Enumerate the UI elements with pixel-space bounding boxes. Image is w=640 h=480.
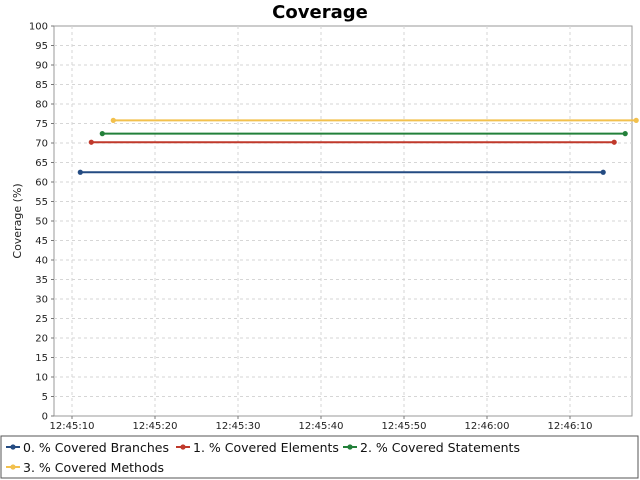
series-point-3 <box>633 117 639 123</box>
legend-items: 0. % Covered Branches 1. % Covered Elemen… <box>6 440 520 475</box>
series-point-1 <box>611 139 617 145</box>
legend-swatch-point-3 <box>10 464 16 470</box>
legend-label-0: 0. % Covered Branches <box>23 440 169 455</box>
y-tick-label: 70 <box>35 139 48 150</box>
series-point-1 <box>88 139 94 145</box>
series-lines <box>77 117 639 175</box>
y-tick-label: 15 <box>35 353 48 364</box>
series-point-2 <box>622 131 628 137</box>
series-point-0 <box>77 169 83 175</box>
series-point-0 <box>600 169 606 175</box>
legend-label-2: 2. % Covered Statements <box>360 440 520 455</box>
y-tick-label: 95 <box>35 41 48 52</box>
y-tick-label: 30 <box>35 295 48 306</box>
legend-label-1: 1. % Covered Elements <box>193 440 339 455</box>
y-tick-label: 10 <box>35 373 48 384</box>
legend-swatch-point-0 <box>10 444 16 450</box>
y-tick-label: 40 <box>35 256 48 267</box>
y-tick-label: 65 <box>35 158 48 169</box>
x-tick-label: 12:46:10 <box>548 421 593 432</box>
y-tick-label: 0 <box>42 412 48 423</box>
x-tick-label: 12:45:30 <box>216 421 261 432</box>
y-tick-label: 80 <box>35 100 48 111</box>
x-tick-label: 12:45:20 <box>133 421 178 432</box>
legend <box>0 435 639 479</box>
y-tick-label: 75 <box>35 119 48 130</box>
x-tick-label: 12:45:10 <box>50 421 95 432</box>
legend-swatch-point-1 <box>180 444 186 450</box>
y-tick-label: 20 <box>35 334 48 345</box>
y-tick-label: 60 <box>35 178 48 189</box>
y-tick-label: 45 <box>35 236 48 247</box>
x-axis: 12:45:10 12:45:20 12:45:30 12:45:40 12:45:50… <box>50 416 593 432</box>
x-tick-label: 12:45:50 <box>382 421 427 432</box>
y-tick-label: 85 <box>35 80 48 91</box>
x-tick-label: 12:45:40 <box>299 421 344 432</box>
x-tick-label: 12:46:00 <box>465 421 510 432</box>
y-tick-label: 35 <box>35 275 48 286</box>
series-point-3 <box>110 117 116 123</box>
legend-label-3: 3. % Covered Methods <box>23 460 164 475</box>
y-tick-label: 25 <box>35 314 48 325</box>
y-tick-label: 100 <box>29 22 48 33</box>
y-axis-label: Coverage (%) <box>11 183 24 258</box>
series-point-2 <box>99 131 105 137</box>
y-axis: 0 5 10 15 20 25 30 35 40 45 50 55 60 65 70 75 80 85 90 95 10… <box>29 22 54 423</box>
y-tick-label: 5 <box>42 392 48 403</box>
legend-swatch-point-2 <box>347 444 353 450</box>
y-tick-label: 55 <box>35 197 48 208</box>
y-tick-label: 50 <box>35 217 48 228</box>
y-tick-label: 90 <box>35 61 48 72</box>
chart-title: Coverage <box>272 2 368 23</box>
